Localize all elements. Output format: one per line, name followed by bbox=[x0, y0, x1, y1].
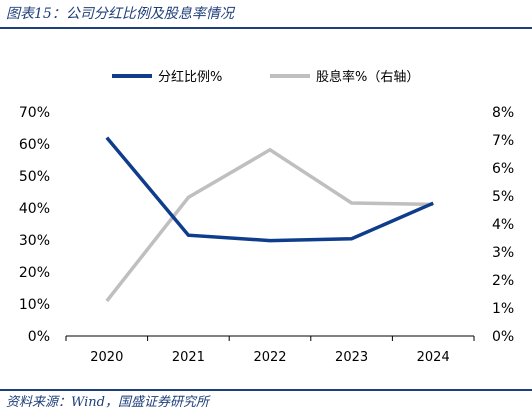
figure-title: 图表15：公司分红比例及股息率情况 bbox=[6, 6, 234, 22]
chart-legend: 分红比例% 股息率%（右轴） bbox=[112, 69, 419, 85]
right-y-tick-label: 3% bbox=[492, 245, 514, 261]
left-y-tick-label: 10% bbox=[19, 297, 50, 313]
x-tick-label: 2022 bbox=[253, 350, 286, 365]
right-y-tick-label: 2% bbox=[492, 273, 514, 289]
x-tick-label: 2023 bbox=[335, 350, 368, 365]
left-y-tick-label: 30% bbox=[19, 233, 50, 249]
right-y-tick-label: 6% bbox=[492, 161, 514, 177]
x-axis: 2020 2021 2022 2023 2024 bbox=[65, 335, 475, 365]
x-tick-label: 2021 bbox=[172, 350, 205, 365]
right-y-tick-label: 0% bbox=[492, 329, 514, 345]
left-y-tick-label: 0% bbox=[28, 329, 50, 345]
right-y-tick-label: 1% bbox=[492, 301, 514, 317]
x-tick-label: 2020 bbox=[90, 350, 123, 365]
right-y-tick-label: 5% bbox=[492, 189, 514, 205]
x-tick-label: 2024 bbox=[417, 350, 450, 365]
series-layer bbox=[105, 136, 434, 303]
source-divider bbox=[0, 389, 532, 391]
left-y-tick-label: 50% bbox=[19, 169, 50, 185]
left-y-tick-label: 60% bbox=[19, 137, 50, 153]
left-y-axis: 0% 10% 20% 30% 40% 50% 60% 70% bbox=[19, 105, 50, 345]
left-y-tick-label: 20% bbox=[19, 265, 50, 281]
dividend-yield-legend-label: 股息率%（右轴） bbox=[316, 69, 419, 85]
right-y-tick-label: 4% bbox=[492, 217, 514, 233]
payout-ratio-legend-label: 分红比例% bbox=[158, 69, 222, 85]
title-divider bbox=[0, 27, 532, 29]
source-note: 资料来源：Wind，国盛证券研究所 bbox=[6, 395, 209, 410]
right-y-tick-label: 7% bbox=[492, 133, 514, 149]
right-y-tick-label: 8% bbox=[492, 105, 514, 121]
left-y-tick-label: 40% bbox=[19, 201, 50, 217]
right-y-axis: 0% 1% 2% 3% 4% 5% 6% 7% 8% bbox=[492, 105, 514, 345]
payout-ratio-series-line bbox=[105, 136, 434, 243]
left-y-tick-label: 70% bbox=[19, 105, 50, 121]
